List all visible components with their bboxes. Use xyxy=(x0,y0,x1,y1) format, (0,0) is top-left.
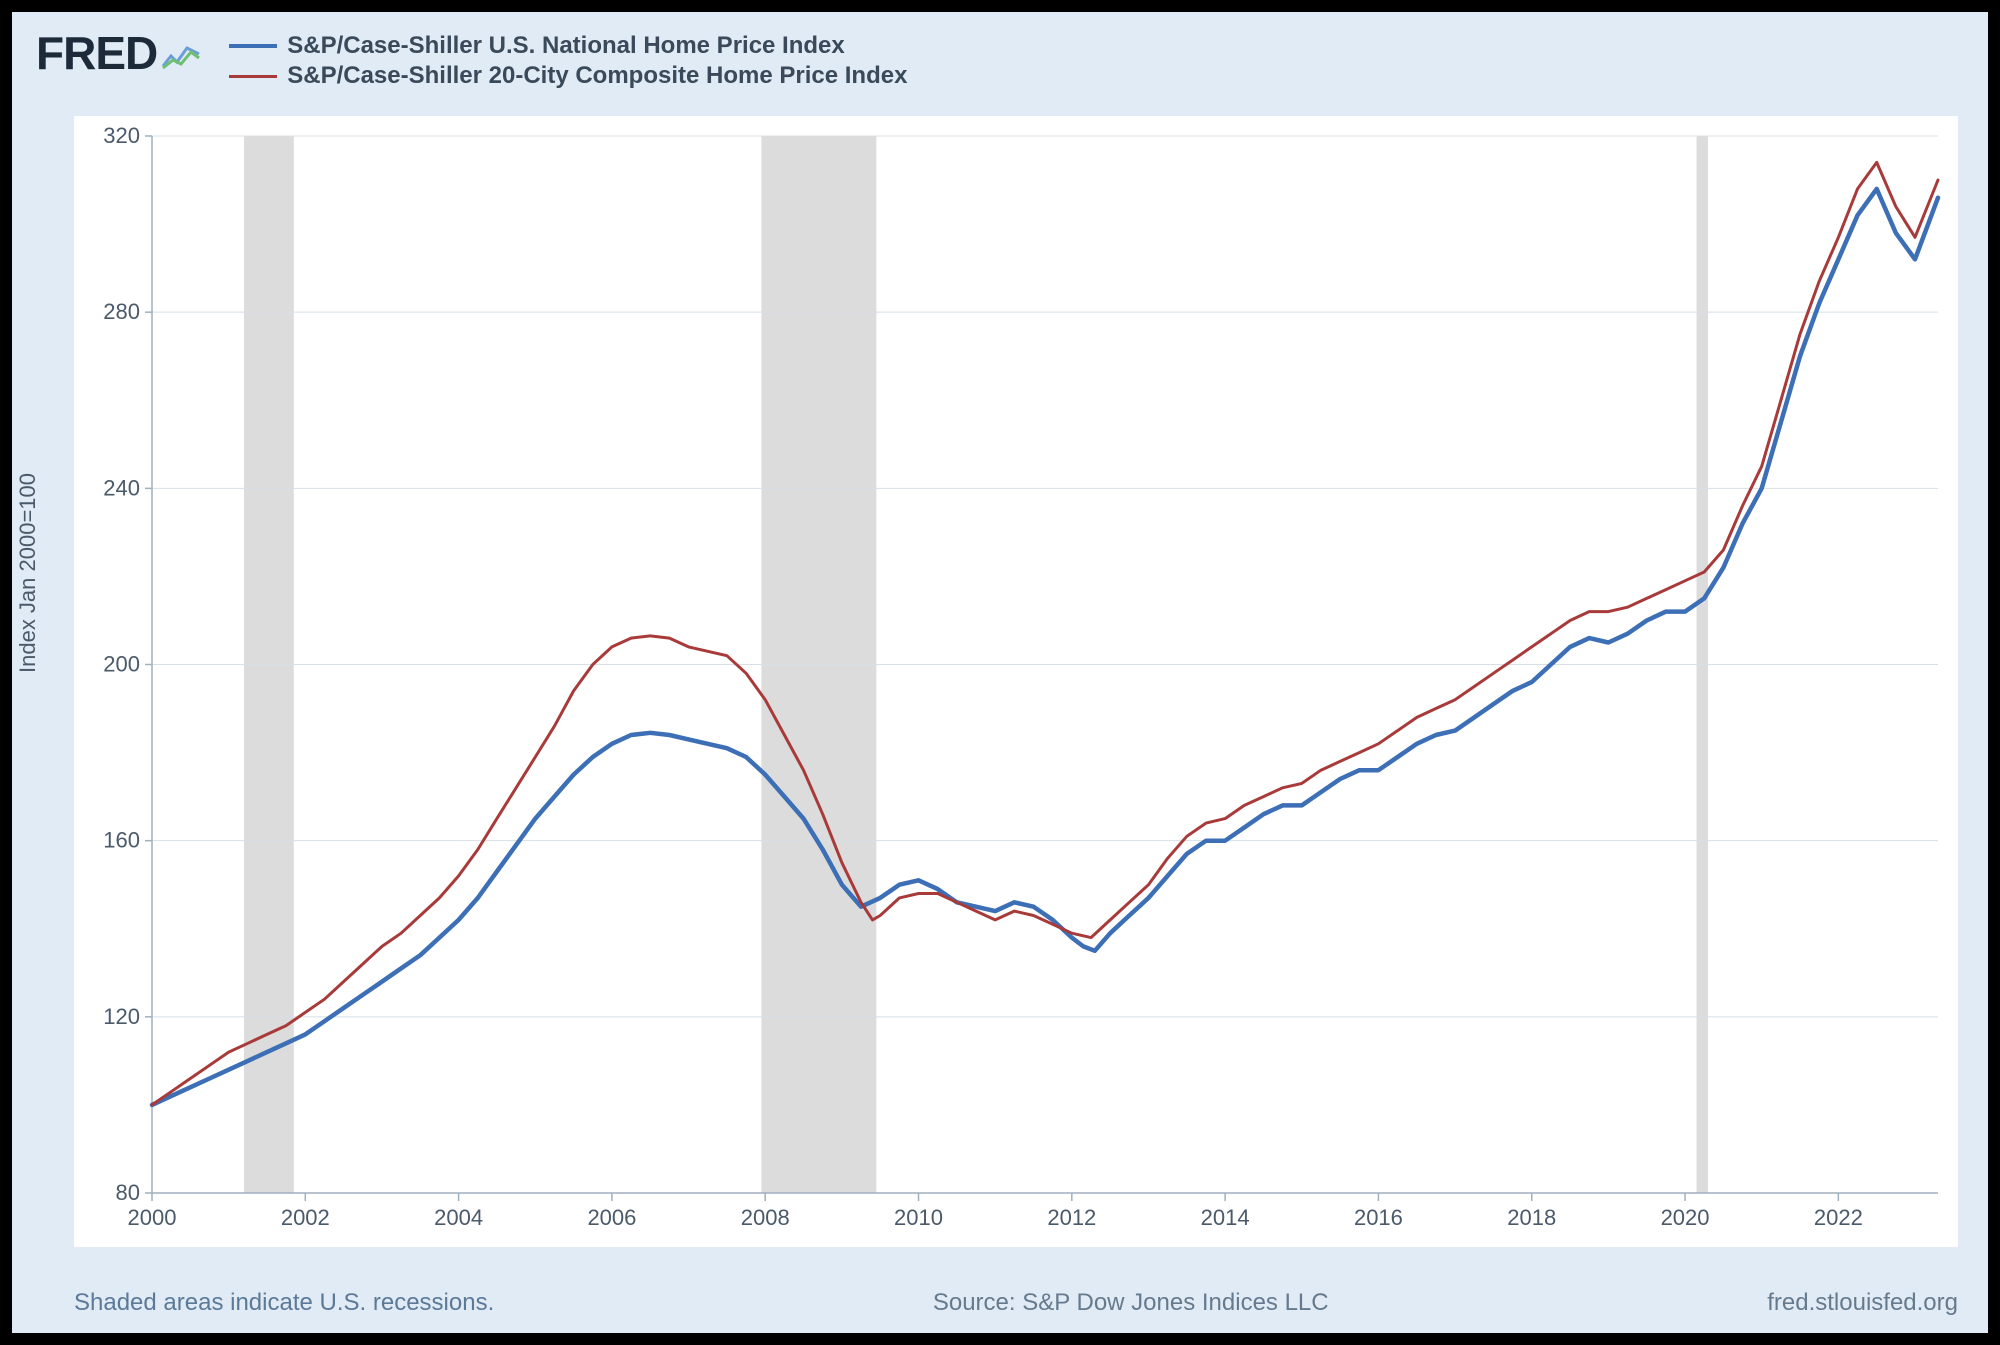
svg-text:2010: 2010 xyxy=(894,1205,943,1230)
fred-chart-icon xyxy=(161,40,201,70)
chart-header: FRED S&P/Case-Shiller U.S. National Home… xyxy=(36,26,907,90)
legend-item-20city: S&P/Case-Shiller 20-City Composite Home … xyxy=(229,62,907,90)
svg-text:2022: 2022 xyxy=(1814,1205,1863,1230)
plot-svg: 80 120 160 200 240 280 320 2000 2002 2004 2006 2008… xyxy=(74,116,1958,1247)
svg-text:2004: 2004 xyxy=(434,1205,483,1230)
svg-text:200: 200 xyxy=(103,652,140,677)
svg-text:2002: 2002 xyxy=(281,1205,330,1230)
svg-text:2008: 2008 xyxy=(741,1205,790,1230)
svg-text:320: 320 xyxy=(103,123,140,148)
source-note: Source: S&P Dow Jones Indices LLC xyxy=(933,1289,1329,1317)
legend-swatch-20city xyxy=(229,75,277,78)
chart-frame: FRED S&P/Case-Shiller U.S. National Home… xyxy=(12,12,1988,1333)
chart-footer: Shaded areas indicate U.S. recessions. S… xyxy=(74,1289,1958,1317)
svg-text:2016: 2016 xyxy=(1354,1205,1403,1230)
fred-logo-text: FRED xyxy=(36,26,157,80)
svg-text:2012: 2012 xyxy=(1047,1205,1096,1230)
plot-area: 80 120 160 200 240 280 320 2000 2002 2004 2006 2008… xyxy=(74,116,1958,1247)
svg-text:80: 80 xyxy=(116,1180,140,1205)
y-axis-label: Index Jan 2000=100 xyxy=(15,472,41,672)
svg-text:2006: 2006 xyxy=(587,1205,636,1230)
svg-text:2020: 2020 xyxy=(1661,1205,1710,1230)
legend-label-20city: S&P/Case-Shiller 20-City Composite Home … xyxy=(287,62,907,90)
fred-logo: FRED xyxy=(36,26,201,80)
outer-border: FRED S&P/Case-Shiller U.S. National Home… xyxy=(0,0,2000,1345)
svg-text:240: 240 xyxy=(103,475,140,500)
legend-item-national: S&P/Case-Shiller U.S. National Home Pric… xyxy=(229,32,907,60)
legend-label-national: S&P/Case-Shiller U.S. National Home Pric… xyxy=(287,32,845,60)
svg-text:280: 280 xyxy=(103,299,140,324)
recession-note: Shaded areas indicate U.S. recessions. xyxy=(74,1289,494,1317)
site-link: fred.stlouisfed.org xyxy=(1767,1289,1958,1317)
svg-text:2000: 2000 xyxy=(128,1205,177,1230)
svg-text:120: 120 xyxy=(103,1004,140,1029)
legend-swatch-national xyxy=(229,44,277,48)
svg-text:2014: 2014 xyxy=(1201,1205,1250,1230)
svg-text:2018: 2018 xyxy=(1507,1205,1556,1230)
legend: S&P/Case-Shiller U.S. National Home Pric… xyxy=(207,26,907,90)
svg-text:160: 160 xyxy=(103,828,140,853)
